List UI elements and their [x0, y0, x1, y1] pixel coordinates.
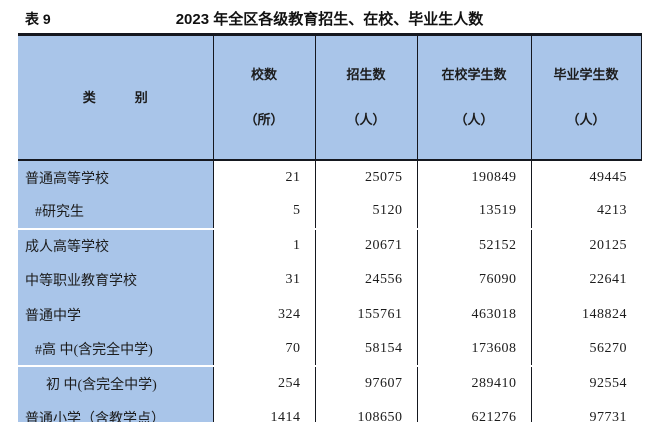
enrolled-value-cell: 5120: [315, 194, 418, 230]
schools-value-cell: 21: [213, 160, 316, 195]
table-row: 初 中(含完全中学) 254 97607 289410 92554: [18, 366, 641, 401]
table-number-label: 表 9: [25, 11, 51, 27]
graduates-value-cell: 22641: [589, 272, 627, 288]
category-cell: 普通高等学校: [18, 160, 214, 195]
students-value-cell: 190849: [417, 160, 532, 195]
table-body: 普通高等学校 21 25075 190849 49445 #研究生 5 5120 13519 42…: [18, 160, 641, 422]
graduates-value-cell: 92554: [589, 376, 627, 392]
graduates-value-cell: 49445: [589, 169, 627, 185]
students-value-cell: 621276: [417, 400, 532, 422]
schools-value-cell: 70: [213, 331, 316, 368]
enrolled-value-cell: 155761: [315, 297, 418, 332]
enrolled-value-cell: 20671: [315, 228, 418, 264]
students-value-cell: 13519: [417, 194, 532, 230]
table-row: 普通小学（含教学点） 1414 108650 621276 97731: [18, 400, 641, 422]
graduates-value-cell: 56270: [531, 331, 641, 368]
table-row: 普通高等学校 21 25075 190849 49445: [18, 160, 641, 195]
caption-bar: 表 9 2023 年全区各级教育招生、在校、毕业生人数: [18, 6, 641, 32]
header-students-line1: 在校学生数: [441, 67, 507, 82]
graduates-value-cell: 148824: [582, 306, 627, 322]
schools-value-cell: 31: [213, 263, 316, 298]
header-graduates-line1: 毕业学生数: [553, 67, 619, 82]
category-cell: 普通中学: [18, 297, 214, 332]
enrolled-value-cell: 24556: [315, 263, 418, 298]
enrolled-value-cell: 58154: [315, 331, 418, 368]
header-schools-line1: 校数: [250, 67, 277, 82]
schools-value-cell: 254: [213, 366, 316, 401]
header-schools-line2: （所）: [244, 112, 284, 127]
schools-value-cell: 1: [213, 228, 316, 264]
students-value-cell: 76090: [417, 263, 532, 298]
category-cell: #高 中(含完全中学): [18, 331, 214, 368]
header-category: 类 别: [18, 34, 214, 161]
table-row: #研究生 5 5120 13519 4213: [18, 194, 641, 230]
students-value-cell: 289410: [417, 366, 532, 401]
education-statistics-table: 类 别 校数 （所） 招生数 （人） 在校学生数 （人） 毕业学生数 （人）: [18, 33, 642, 422]
students-value-cell: 52152: [417, 228, 532, 264]
schools-value-cell: 324: [213, 297, 316, 332]
table-row: 成人高等学校 1 20671 52152 20125: [18, 228, 641, 264]
header-row: 类 别 校数 （所） 招生数 （人） 在校学生数 （人） 毕业学生数 （人）: [18, 34, 642, 161]
table-row: #高 中(含完全中学) 70 58154 173608 56270: [18, 331, 641, 368]
students-value-cell: 463018: [417, 297, 532, 332]
category-cell: #研究生: [18, 194, 214, 230]
header-category-label: 类 别: [82, 89, 148, 105]
header-students: 在校学生数 （人）: [417, 34, 532, 161]
header-students-line2: （人）: [454, 112, 494, 127]
graduates-value-cell: 20125: [589, 238, 627, 254]
header-enrolled: 招生数 （人）: [315, 34, 418, 161]
page-title: 2023 年全区各级教育招生、在校、毕业生人数: [175, 11, 484, 28]
header-schools: 校数 （所）: [213, 34, 316, 161]
category-cell: 中等职业教育学校: [18, 263, 214, 298]
graduates-value-cell: 97731: [589, 409, 627, 422]
enrolled-value-cell: 25075: [315, 160, 418, 195]
students-value-cell: 173608: [417, 331, 532, 368]
header-enrolled-line1: 招生数: [346, 67, 386, 82]
graduates-value-cell: 4213: [531, 194, 641, 230]
schools-value-cell: 1414: [213, 400, 316, 422]
category-cell: 初 中(含完全中学): [18, 366, 214, 401]
category-cell: 成人高等学校: [18, 228, 214, 264]
header-enrolled-line2: （人）: [346, 112, 386, 127]
table-row: 普通中学 324 155761 463018 148824: [18, 297, 641, 332]
enrolled-value-cell: 108650: [315, 400, 418, 422]
table-row: 中等职业教育学校 31 24556 76090 22641: [18, 263, 641, 298]
schools-value-cell: 5: [213, 194, 316, 230]
table-header: 类 别 校数 （所） 招生数 （人） 在校学生数 （人） 毕业学生数 （人）: [18, 34, 642, 161]
category-cell: 普通小学（含教学点）: [18, 400, 214, 422]
enrolled-value-cell: 97607: [315, 366, 418, 401]
header-graduates-line2: （人）: [566, 112, 606, 127]
header-graduates: 毕业学生数 （人）: [531, 34, 642, 161]
